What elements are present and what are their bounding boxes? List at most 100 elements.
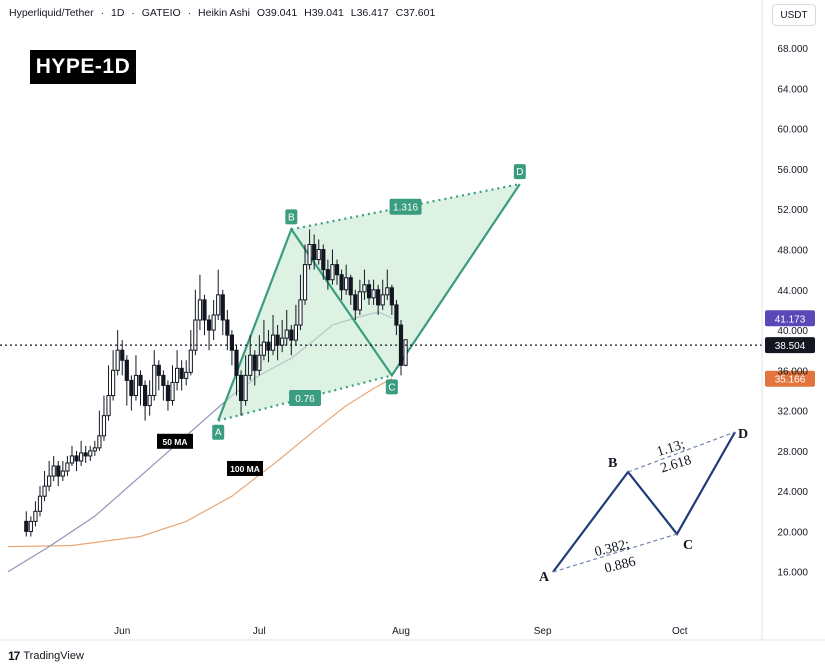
candle-bull (248, 354, 253, 376)
candle-bull (280, 337, 285, 346)
header-separator: · (187, 7, 192, 19)
ma50-name-tag-bg (157, 433, 193, 449)
pattern-point-d-label: D (516, 167, 523, 178)
candle-bear (74, 455, 79, 462)
candle-bull (147, 395, 152, 407)
y-tick-label: 60.000 (777, 125, 808, 136)
ma100-name-tag: 100 MA (230, 464, 260, 474)
ma100-price-tag: 35.166 (775, 375, 806, 386)
candle-bear (394, 304, 399, 326)
candle-bear (220, 294, 225, 321)
header-separator: · (131, 7, 135, 19)
pattern-point-b-label-bg (285, 209, 298, 225)
candle-bull (330, 264, 335, 281)
currency-button[interactable]: USDT (772, 4, 816, 26)
candle-bear (266, 341, 271, 351)
inset-bd-dashed-line (627, 431, 736, 473)
candle-bull (184, 371, 189, 379)
y-tick-label: 20.000 (777, 527, 808, 538)
candle-bear (376, 289, 381, 306)
y-tick-label: 48.000 (777, 246, 808, 257)
candle-bull (380, 294, 385, 306)
x-tick-label: Jun (114, 626, 130, 637)
candlesticks (24, 229, 408, 537)
candle-bull (403, 339, 408, 366)
y-tick-label: 56.000 (777, 165, 808, 176)
x-tick-label: Aug (392, 626, 410, 637)
ohlc-low: L36.417 (350, 7, 389, 19)
inset-pattern-line (552, 431, 736, 573)
candle-bear (389, 287, 394, 306)
candle-bull (79, 452, 84, 462)
ratio-bd-label-bg (389, 198, 422, 215)
candle-bear (312, 243, 317, 261)
candle-bull (60, 470, 65, 477)
candle-bull (243, 374, 248, 402)
pattern-point-a-label-bg (212, 424, 225, 440)
y-tick-label: 52.000 (777, 205, 808, 216)
header-separator: · (100, 7, 105, 19)
candle-bull (174, 367, 180, 383)
candle-bull (51, 465, 56, 477)
candle-bear (129, 379, 134, 397)
candle-bull (115, 349, 120, 371)
candle-bear (252, 354, 257, 371)
candle-bull (92, 447, 97, 452)
y-tick-label: 64.000 (777, 84, 808, 95)
candle-bear (275, 334, 280, 346)
chart-style-label[interactable]: Heikin Ashi (198, 7, 250, 19)
ohlc-close: C37.601 (395, 7, 436, 19)
candle-bear (238, 374, 244, 402)
last-price-tag: 38.504 (775, 341, 806, 352)
x-tick-label: Jul (253, 626, 266, 637)
candle-bear (366, 284, 372, 299)
title-badge: HYPE-1D (30, 50, 136, 84)
y-tick-label: 40.000 (777, 326, 808, 337)
pattern-point-c-label-bg (385, 379, 398, 395)
y-tick-label: 68.000 (777, 44, 808, 55)
candle-bull (33, 510, 38, 522)
candle-bull (302, 264, 308, 301)
candle-bear (138, 374, 143, 386)
candle-bull (284, 329, 289, 339)
candle-bear (334, 264, 340, 276)
candle-bear (165, 384, 171, 402)
ratio-ac-label: 0.76 (295, 394, 315, 405)
candle-bull (152, 364, 157, 397)
candle-bull (385, 287, 390, 296)
tradingview-logo-icon: 17 (8, 649, 20, 663)
chart-overlay: A B C D 1.316 0.76 50 MA 100 MA 41.173 38.504 35.1… (0, 164, 815, 476)
symbol-name[interactable]: Hyperliquid/Tether (9, 7, 94, 19)
y-tick-label: 36.000 (777, 366, 808, 377)
candle-bull (316, 249, 321, 261)
candle-bull (216, 294, 221, 316)
candle-bear (56, 465, 61, 477)
y-tick-label: 16.000 (777, 568, 808, 579)
ratio-ac-label-bg (289, 390, 322, 407)
candle-bear (339, 274, 344, 291)
candle-bull (197, 299, 203, 321)
tradingview-branding[interactable]: 17 TradingView (8, 649, 84, 663)
candle-bear (234, 349, 239, 376)
candle-bull (69, 455, 75, 464)
y-tick-label: 28.000 (777, 447, 808, 458)
x-tick-label: Sep (534, 626, 552, 637)
candle-bull (344, 277, 349, 291)
inset-point-b: B (608, 456, 617, 471)
interval-label[interactable]: 1D (110, 7, 125, 19)
exchange-label: GATEIO (141, 7, 181, 19)
ma100-price-tag-bg (765, 370, 815, 387)
inset-point-d: D (738, 427, 748, 442)
candle-bull (47, 475, 52, 487)
candle-bear (229, 334, 235, 351)
y-tick-label: 44.000 (777, 286, 808, 297)
candle-bull (133, 374, 139, 397)
ohlc-open: O39.041 (256, 7, 298, 19)
ma50-price-tag: 41.173 (775, 314, 806, 325)
candle-bull (257, 354, 262, 371)
ma50-name-tag: 50 MA (162, 437, 187, 447)
candle-bear (348, 277, 353, 296)
x-tick-label: Oct (672, 626, 688, 637)
candle-bull (97, 435, 102, 449)
